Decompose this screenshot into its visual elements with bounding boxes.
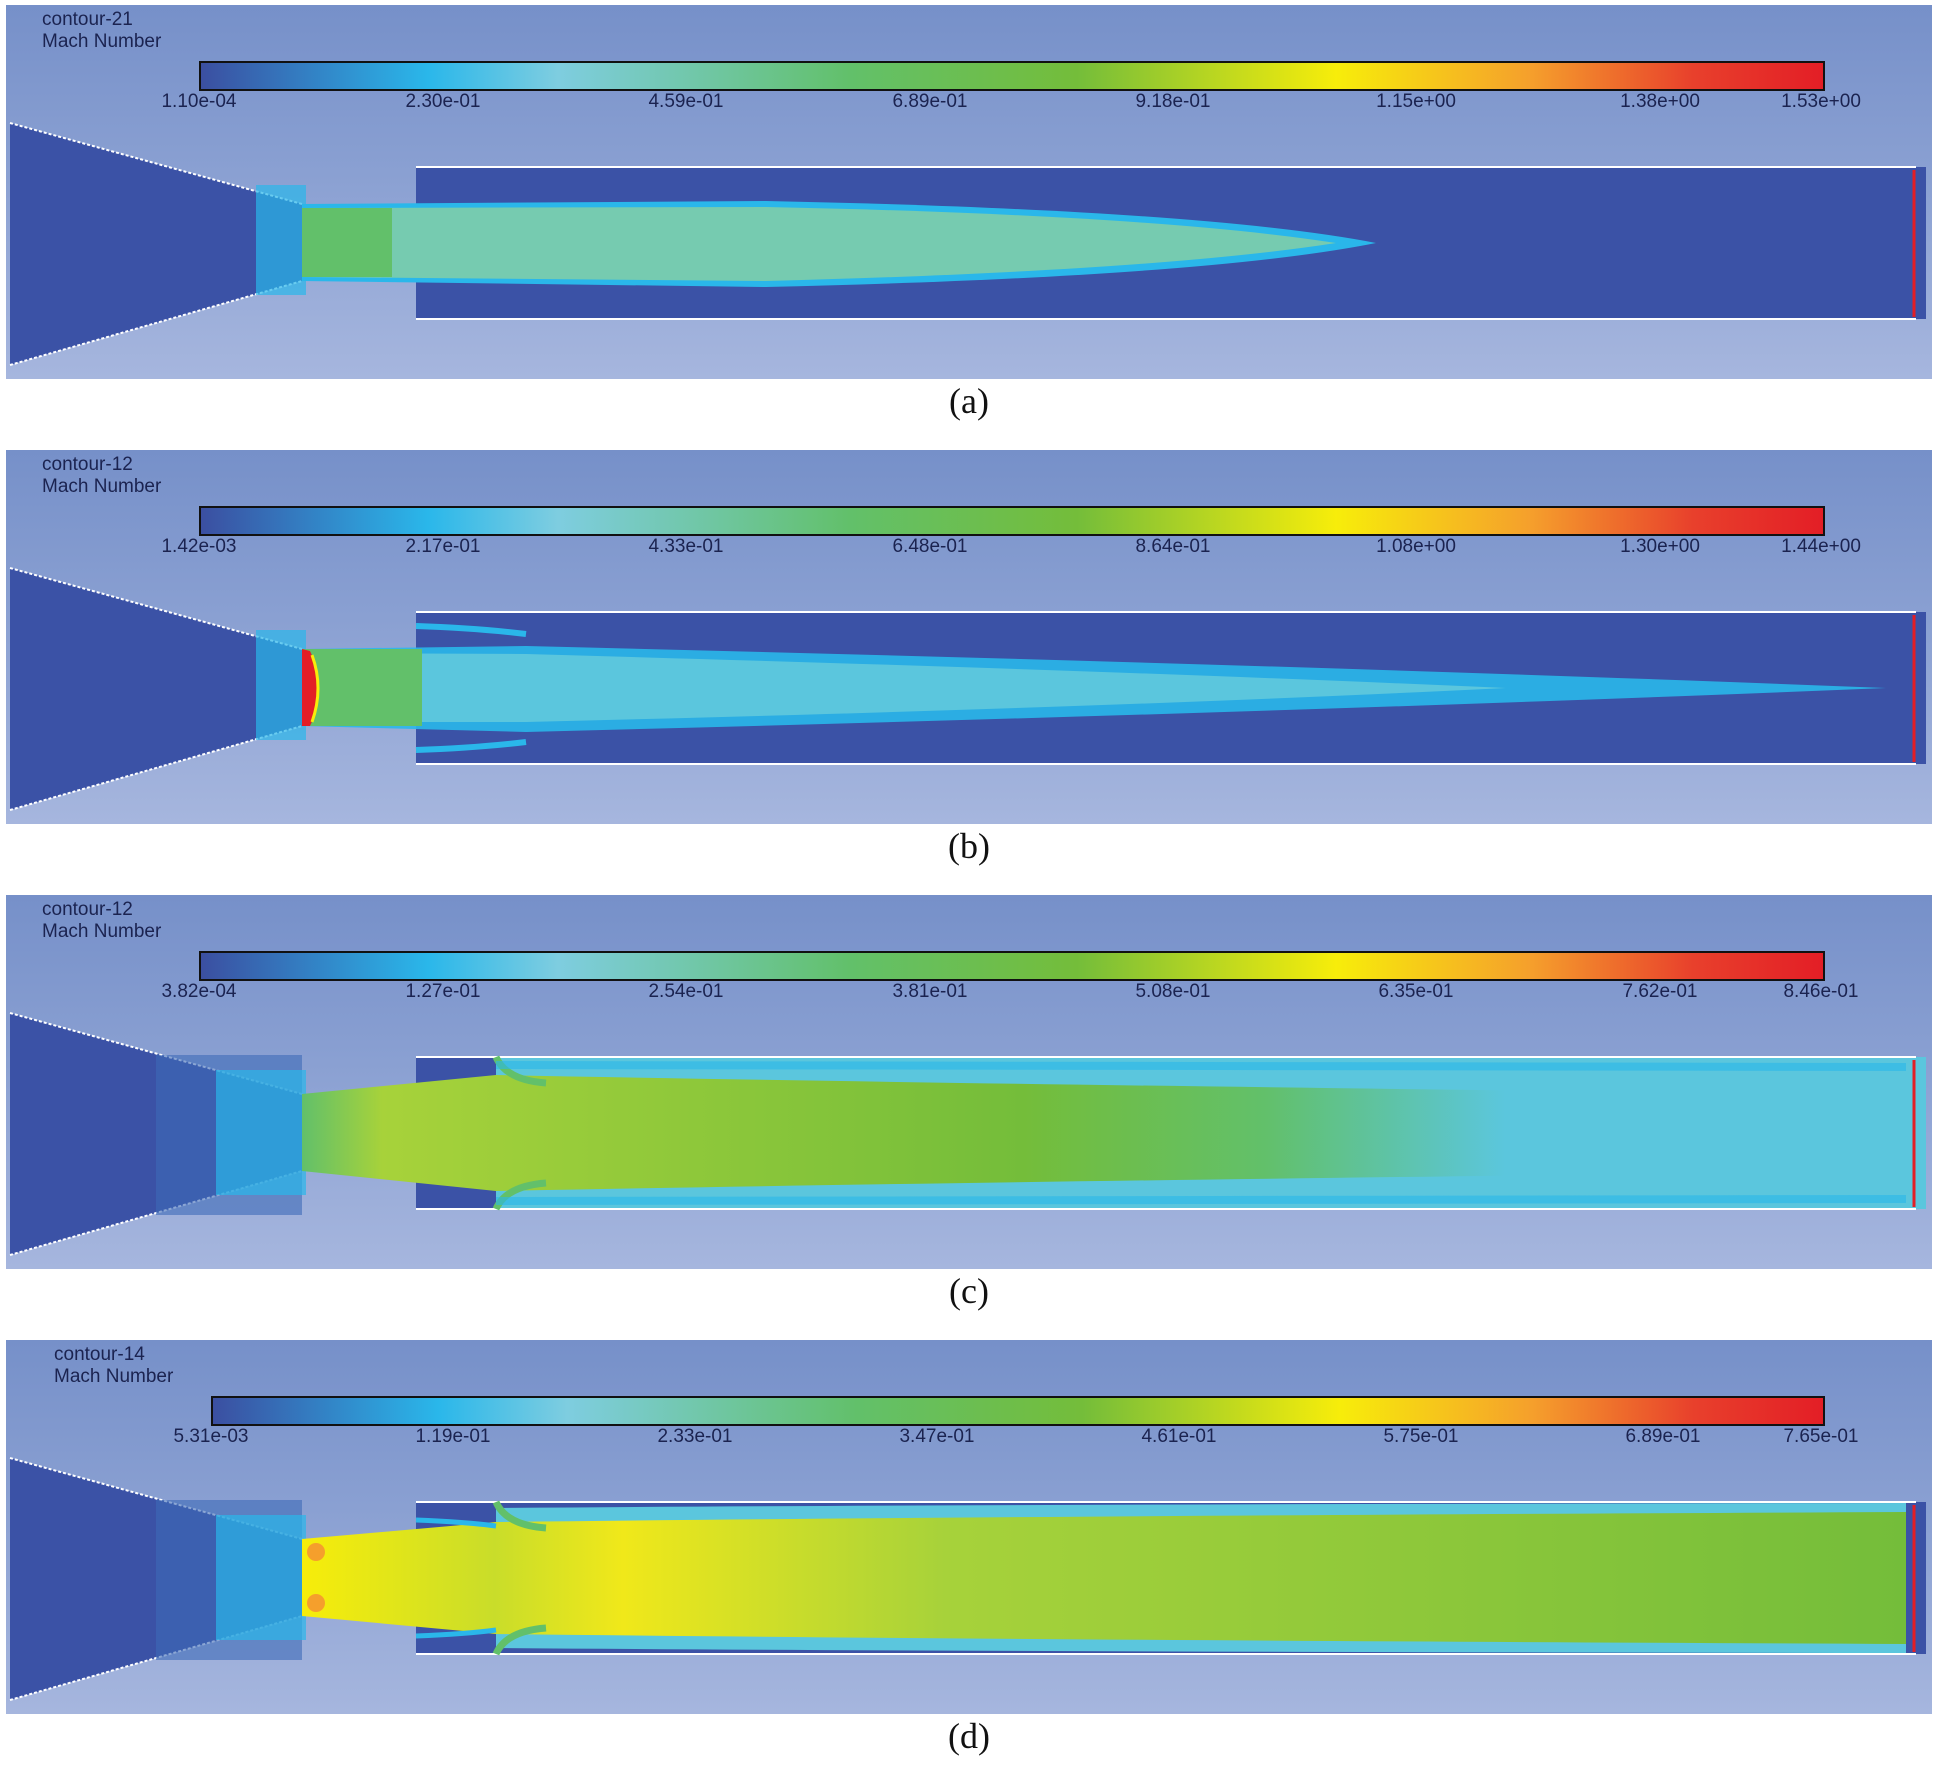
colorbar-tick-label: 4.59e-01 [648, 91, 724, 112]
colorbar-tick-label: 1.30e+00 [1620, 536, 1700, 557]
colorbar-tick-label: 6.48e-01 [892, 536, 968, 557]
contour-plot: contour-21 Mach Number 1.10e-04 2.30e-01… [6, 5, 1932, 379]
colorbar-tick-label: 4.33e-01 [648, 536, 724, 557]
colorbar-tick-label: 1.53e+00 [1781, 91, 1861, 112]
colorbar-tick-label: 1.44e+00 [1781, 536, 1861, 557]
colorbar-tick-label: 1.10e-04 [161, 91, 237, 112]
variable-name: Mach Number [42, 31, 162, 52]
colorbar-tick-label: 2.54e-01 [648, 981, 724, 1002]
colorbar-tick-label: 1.08e+00 [1376, 536, 1456, 557]
colorbar-tick-label: 1.38e+00 [1620, 91, 1700, 112]
colorbar-tick-label: 1.15e+00 [1376, 91, 1456, 112]
colorbar-tick-label: 5.08e-01 [1135, 981, 1211, 1002]
nozzle-region [10, 568, 302, 810]
colorbar-tick-label: 1.42e-03 [161, 536, 237, 557]
flow-field [9, 1457, 1926, 1701]
panel-caption: (d) [948, 1716, 990, 1756]
contour-name: contour-21 [42, 9, 133, 30]
contour-name: contour-14 [54, 1344, 145, 1365]
colorbar-tick-label: 1.19e-01 [415, 1426, 491, 1447]
variable-name: Mach Number [42, 476, 162, 497]
contour-plot: contour-14 Mach Number 5.31e-03 1.19e-01… [6, 1340, 1932, 1714]
flow-field [9, 1012, 1926, 1256]
colorbar [199, 506, 1825, 536]
plot-header: contour-12 Mach Number [42, 454, 161, 498]
colorbar-tick-label: 3.82e-04 [161, 981, 237, 1002]
contour-plot: contour-12 Mach Number 1.42e-03 2.17e-01… [6, 450, 1932, 824]
throat-region [302, 1512, 1906, 1644]
colorbar-tick-label: 2.17e-01 [405, 536, 481, 557]
colorbar-tick-label: 6.35e-01 [1378, 981, 1454, 1002]
colorbar-tick-label: 1.27e-01 [405, 981, 481, 1002]
colorbar-tick-label: 2.30e-01 [405, 91, 481, 112]
colorbar-tick-label: 8.46e-01 [1783, 981, 1859, 1002]
colorbar-tick-label: 3.81e-01 [892, 981, 968, 1002]
colorbar [211, 1396, 1825, 1426]
colorbar-tick-label: 4.61e-01 [1141, 1426, 1217, 1447]
throat-region [302, 649, 422, 726]
colorbar [199, 951, 1825, 981]
variable-name: Mach Number [42, 921, 162, 942]
panel-caption: (c) [949, 1271, 989, 1311]
panel-caption: (a) [949, 381, 989, 421]
colorbar-tick-label: 6.89e-01 [892, 91, 968, 112]
flow-field [9, 122, 1926, 366]
nozzle-region [10, 123, 302, 365]
colorbar [199, 61, 1825, 91]
colorbar-tick-label: 9.18e-01 [1135, 91, 1211, 112]
colorbar-tick-label: 3.47e-01 [899, 1426, 975, 1447]
colorbar-tick-label: 7.62e-01 [1622, 981, 1698, 1002]
plot-header: contour-14 Mach Number [54, 1344, 173, 1388]
colorbar-tick-label: 5.31e-03 [173, 1426, 249, 1447]
colorbar-tick-label: 8.64e-01 [1135, 536, 1211, 557]
contour-name: contour-12 [42, 454, 133, 475]
variable-name: Mach Number [54, 1366, 174, 1387]
colorbar-tick-label: 7.65e-01 [1783, 1426, 1859, 1447]
colorbar-tick-label: 6.89e-01 [1625, 1426, 1701, 1447]
panel-caption: (b) [948, 826, 990, 866]
flow-field [9, 567, 1926, 811]
plot-header: contour-12 Mach Number [42, 899, 161, 943]
contour-plot: contour-12 Mach Number 3.82e-04 1.27e-01… [6, 895, 1932, 1269]
plot-header: contour-21 Mach Number [42, 9, 161, 53]
colorbar-tick-label: 2.33e-01 [657, 1426, 733, 1447]
contour-name: contour-12 [42, 899, 133, 920]
colorbar-tick-label: 5.75e-01 [1383, 1426, 1459, 1447]
